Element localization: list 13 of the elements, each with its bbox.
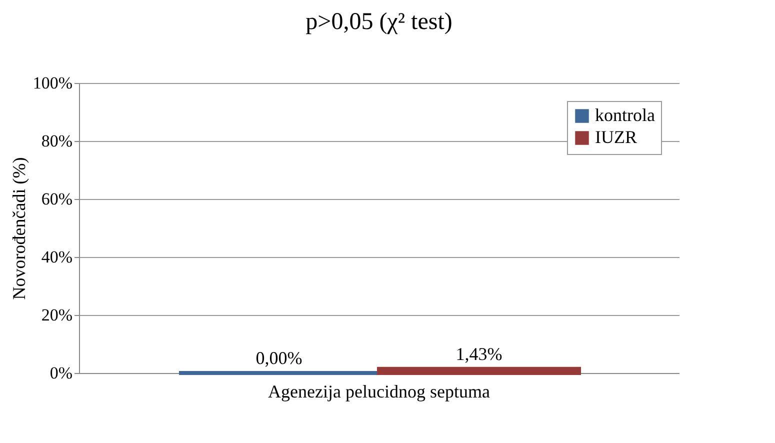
y-axis-title: Novorođenčadi (%) [8,157,29,300]
x-tick-label: Agenezija pelucidnog septuma [268,382,490,402]
legend-label: IUZR [595,127,637,147]
data-label: 0,00% [256,348,302,368]
y-tick-label: 40% [41,248,72,266]
legend-label: kontrola [595,105,655,125]
y-tick-label: 80% [41,132,72,150]
text: p>0,05 (χ² test) [306,9,452,35]
y-tick-label: 0% [50,364,72,382]
y-tick-label: 60% [41,190,72,208]
data-label: 1,43% [456,344,502,364]
y-tick-label: 100% [32,74,72,92]
y-tick-label: 20% [41,306,72,324]
